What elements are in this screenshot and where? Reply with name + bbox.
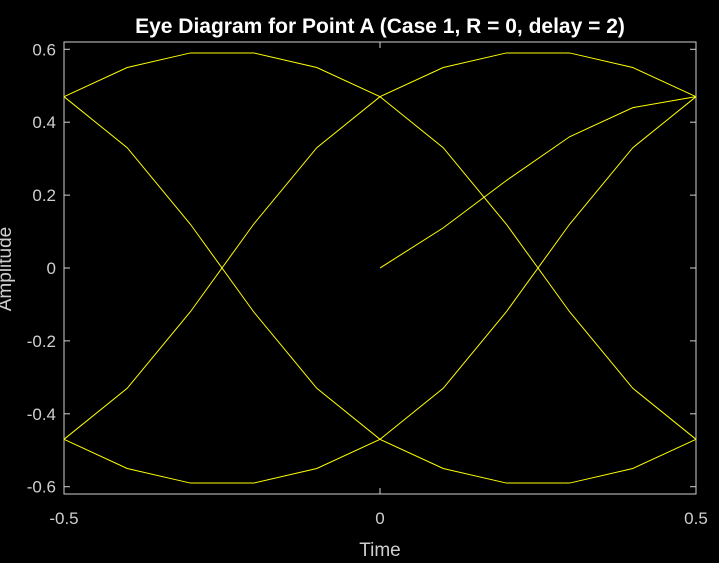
y-axis-label: Amplitude (0, 227, 16, 312)
y-tick-label: -0.2 (27, 332, 56, 351)
x-tick-label: 0.5 (684, 509, 708, 528)
y-tick-label: -0.6 (27, 478, 56, 497)
trace-4 (63, 52, 697, 440)
chart-title: Eye Diagram for Point A (Case 1, R = 0, … (135, 15, 625, 38)
x-axis-ticks: -0.5 0 0.5 (49, 42, 708, 528)
eye-traces (63, 52, 697, 484)
x-tick-label: 0 (375, 509, 384, 528)
trace-1 (379, 96, 697, 269)
y-tick-label: 0.6 (32, 40, 56, 59)
y-axis-ticks: -0.6 -0.4 -0.2 0 0.2 0.4 0.6 (27, 40, 696, 497)
y-tick-label: 0.2 (32, 186, 56, 205)
x-axis-label: Time (359, 540, 401, 561)
y-tick-label: 0.4 (32, 113, 56, 132)
plot-area: -0.5 0 0.5 -0.6 -0.4 -0.2 0 0.2 0.4 0.6 (27, 40, 708, 528)
y-tick-label: -0.4 (27, 405, 56, 424)
x-tick-label: -0.5 (49, 509, 78, 528)
trace-5 (63, 96, 697, 484)
y-tick-label: 0 (47, 259, 56, 278)
